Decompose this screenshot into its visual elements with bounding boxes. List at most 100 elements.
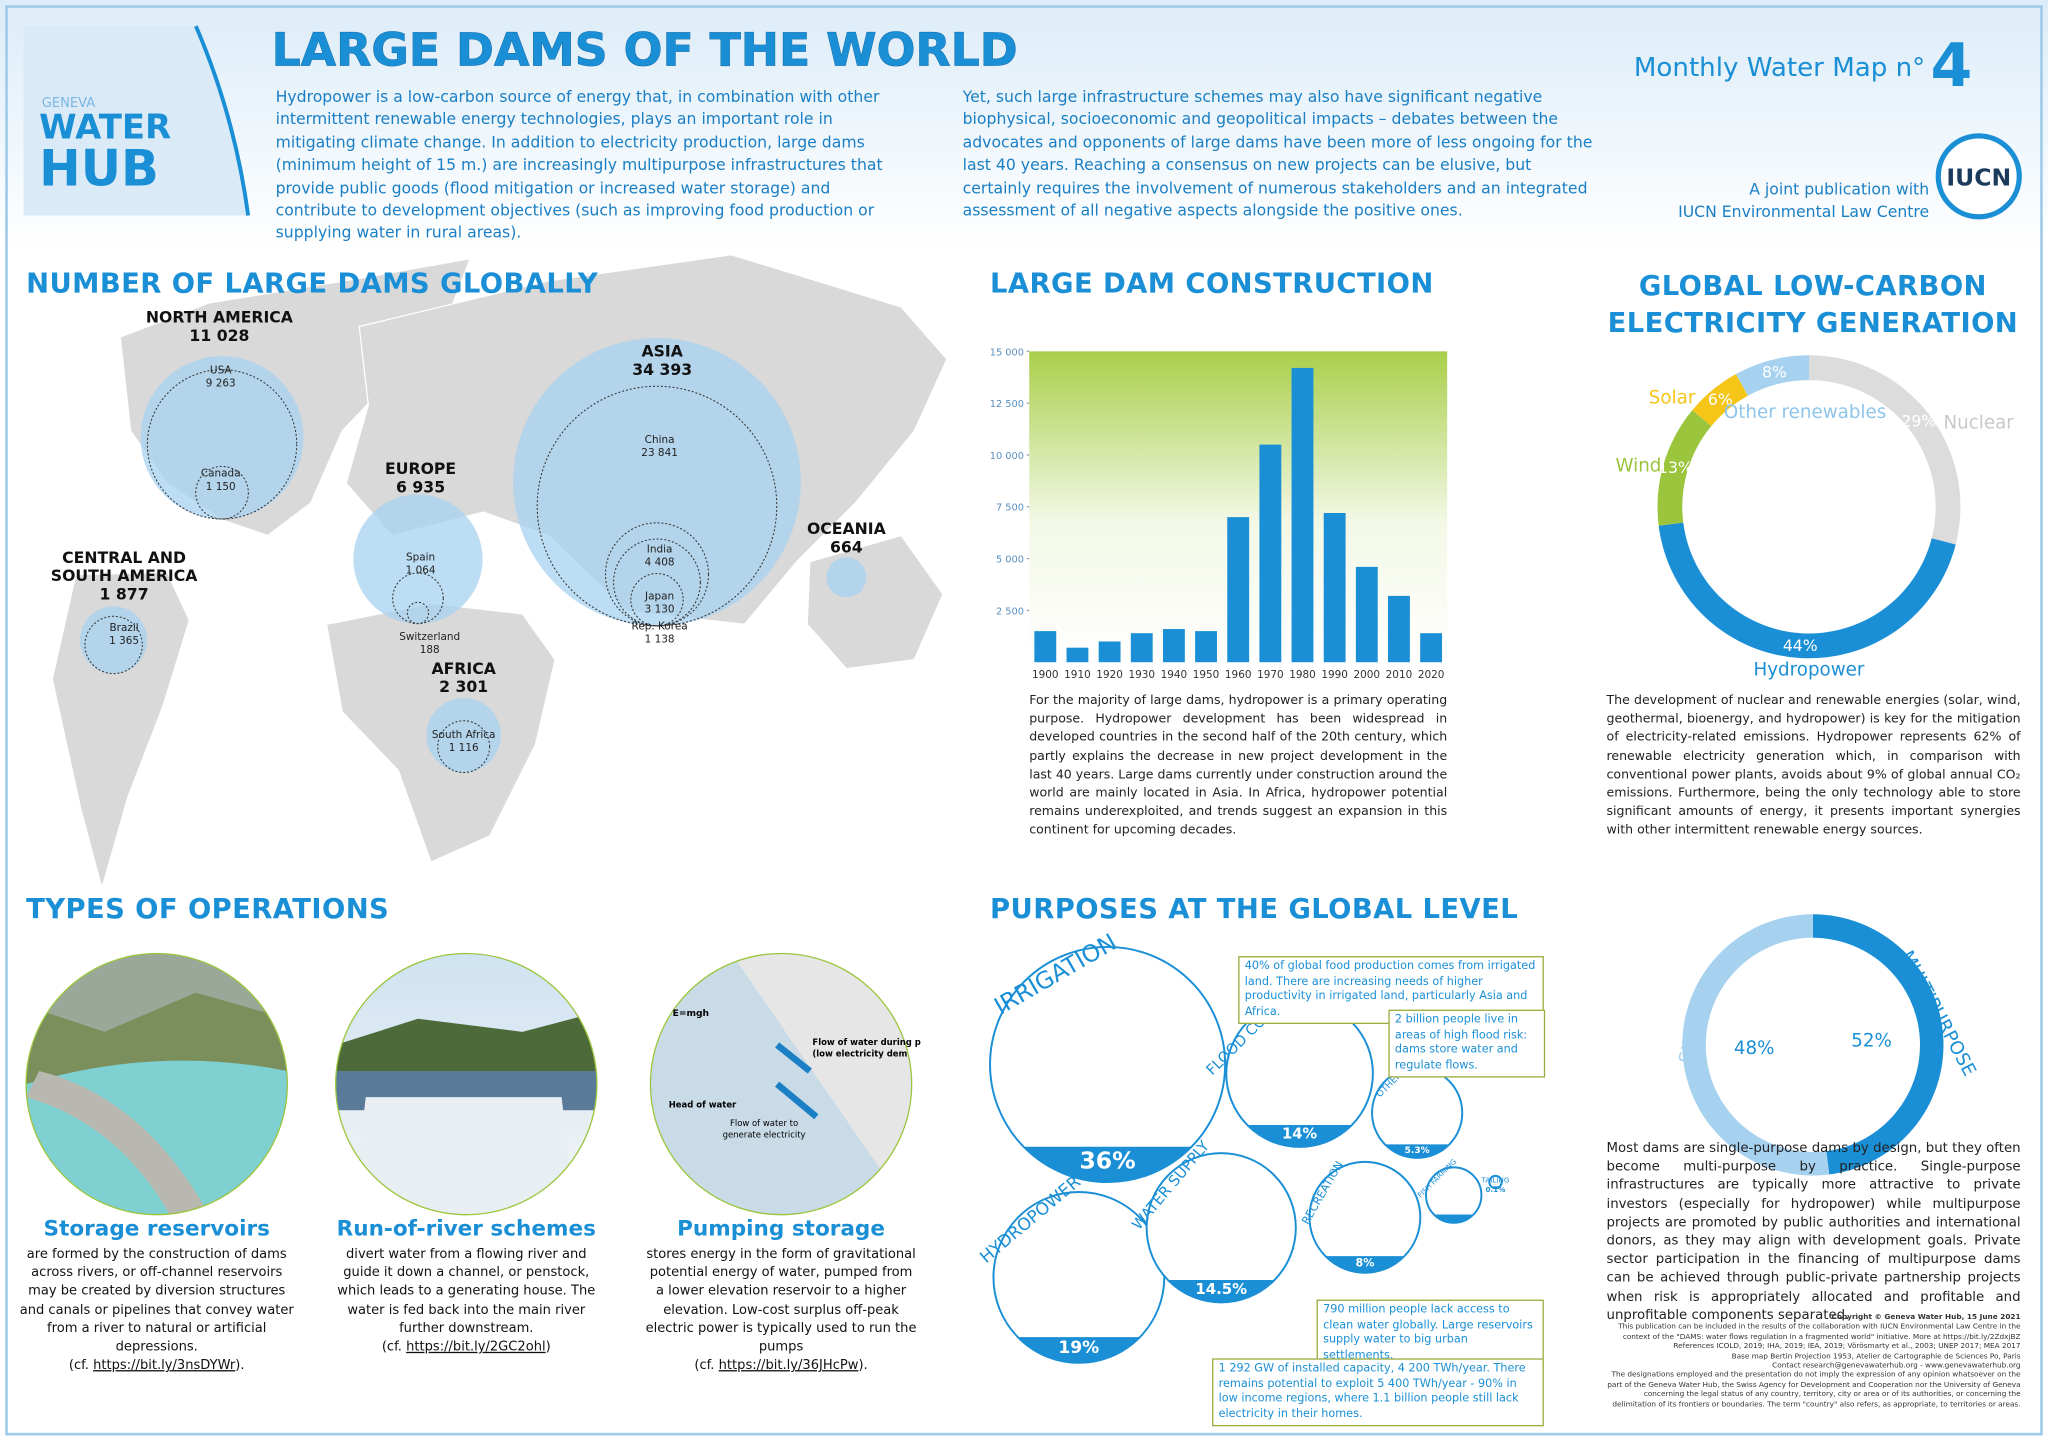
bubble-band bbox=[1167, 1279, 1275, 1303]
single-multi-text: Most dams are single-purpose dams by des… bbox=[1606, 1141, 2021, 1323]
category-label: Solar bbox=[1649, 388, 1696, 409]
bubble-band bbox=[1023, 1146, 1192, 1183]
operation-text: divert water from a flowing river and gu… bbox=[329, 1246, 603, 1357]
country-name: Rep. Korea bbox=[631, 620, 688, 633]
x-tick-label: 1950 bbox=[1193, 669, 1220, 681]
operation-description: divert water from a flowing river and gu… bbox=[337, 1247, 596, 1336]
x-tick-label: 2000 bbox=[1354, 669, 1381, 681]
construction-text: For the majority of large dams, hydropow… bbox=[1029, 693, 1448, 838]
donut-segment bbox=[1658, 522, 1956, 659]
region-value: 34 393 bbox=[632, 360, 693, 379]
footer-line: This publication can be included in the … bbox=[1618, 1323, 2021, 1342]
bubble bbox=[1308, 1160, 1422, 1274]
image-arrow-down bbox=[775, 1081, 819, 1120]
x-tick-label: 1930 bbox=[1128, 669, 1155, 681]
bar bbox=[1420, 633, 1443, 663]
note-box: 1 292 GW of installed capacity, 4 200 TW… bbox=[1212, 1358, 1544, 1427]
y-tick-label: 5 000 bbox=[996, 555, 1024, 566]
value-label: 6% bbox=[1708, 390, 1733, 409]
bubble-value: 8% bbox=[1355, 1256, 1374, 1269]
bubble-value: 5.3% bbox=[1405, 1146, 1430, 1156]
country-value: 188 bbox=[419, 643, 440, 656]
x-tick-label: 1980 bbox=[1289, 669, 1316, 681]
bubble bbox=[1145, 1152, 1297, 1304]
cf-end: ). bbox=[858, 1358, 868, 1374]
section-title: LARGE DAM CONSTRUCTION bbox=[990, 267, 1434, 300]
operation-title: Run-of-river schemes bbox=[336, 1215, 596, 1241]
title-line: GLOBAL LOW-CARBON bbox=[1638, 270, 1987, 302]
country-label: Spain 1 064 bbox=[387, 551, 455, 576]
diagram-label: (low electricity dem bbox=[812, 1049, 907, 1059]
country-circle bbox=[195, 465, 249, 520]
country-name: India bbox=[646, 543, 673, 556]
logo-hub: HUB bbox=[39, 139, 159, 197]
x-tick-label: 1960 bbox=[1225, 669, 1252, 681]
section-title: TYPES OF OPERATIONS bbox=[26, 893, 390, 925]
value-label: 13% bbox=[1658, 458, 1693, 477]
bubble bbox=[989, 945, 1227, 1184]
operation-title: Pumping storage bbox=[677, 1215, 885, 1241]
intro-paragraph: Yet, such large infrastructure schemes m… bbox=[962, 87, 1593, 220]
value-label: 48% bbox=[1734, 1038, 1775, 1059]
logo-water: WATER bbox=[39, 107, 171, 147]
region-label: OCEANIA 664 bbox=[761, 520, 931, 557]
country-name: Brazil bbox=[109, 621, 139, 634]
footer: Copyright © Geneva Water Hub, 15 June 20… bbox=[1607, 1313, 2021, 1411]
donut-segment bbox=[1735, 355, 1809, 396]
image-arrow-up bbox=[775, 1042, 812, 1074]
logo-small: GENEVA bbox=[42, 96, 95, 111]
bubble-band bbox=[1247, 1124, 1352, 1147]
country-value: 9 263 bbox=[205, 376, 236, 389]
region-value: 1 877 bbox=[99, 585, 149, 604]
bar bbox=[1259, 444, 1282, 663]
region-label: ASIA 34 393 bbox=[577, 342, 747, 379]
country-value: 1 064 bbox=[405, 563, 436, 576]
bar bbox=[1355, 566, 1378, 663]
donut-segment bbox=[1692, 374, 1748, 427]
bubble-value: 0.1% bbox=[1486, 1185, 1506, 1194]
country-label: Rep. Korea 1 138 bbox=[626, 620, 694, 645]
bubble-value: 14.5% bbox=[1195, 1280, 1247, 1298]
footer-line: References ICOLD, 2019; IHA, 2019; IEA, … bbox=[1673, 1342, 2021, 1351]
cf-end: ) bbox=[545, 1340, 551, 1355]
country-name: Switzerland bbox=[399, 630, 461, 643]
bar bbox=[1034, 631, 1057, 663]
country-value: 1 150 bbox=[205, 479, 236, 492]
y-tick-label: 15 000 bbox=[990, 347, 1024, 358]
country-label: Switzerland 188 bbox=[396, 631, 464, 656]
footer-line: Contact research@genevawaterhub.org - ww… bbox=[1772, 1362, 2021, 1371]
cf-label: (cf. bbox=[694, 1358, 715, 1374]
bubble-label: TAILING bbox=[1481, 1175, 1510, 1184]
country-label: India 4 408 bbox=[626, 543, 694, 568]
country-value: 4 408 bbox=[644, 555, 675, 568]
bar bbox=[1388, 595, 1410, 663]
country-name: China bbox=[644, 433, 675, 446]
link: https://bit.ly/3nsDYWr bbox=[93, 1358, 236, 1374]
series-number: 4 bbox=[1930, 31, 1972, 101]
region-value: 6 935 bbox=[396, 478, 446, 497]
country-name: Canada bbox=[200, 467, 241, 480]
bubble-band bbox=[1491, 1186, 1500, 1189]
country-value: 1 365 bbox=[109, 634, 140, 646]
category-label: Nuclear bbox=[1944, 412, 2015, 433]
region-circle bbox=[80, 606, 148, 674]
partner-logo: IUCN bbox=[1946, 163, 2011, 191]
section-title: PURPOSES AT THE GLOBAL LEVEL bbox=[990, 893, 1519, 925]
region-circle bbox=[513, 338, 801, 626]
country-label: Brazil 1 365 bbox=[90, 622, 158, 647]
footer-line: Copyright © Geneva Water Hub, 15 June 20… bbox=[1831, 1313, 2021, 1322]
pumping-storage-image bbox=[650, 953, 912, 1215]
donut-segment bbox=[1812, 914, 1944, 1175]
donut-segment bbox=[1682, 914, 1830, 1176]
country-value: 1 138 bbox=[644, 632, 675, 645]
x-tick-label: 2010 bbox=[1386, 669, 1413, 681]
bubble bbox=[1488, 1174, 1503, 1190]
x-tick-label: 2020 bbox=[1418, 669, 1445, 681]
bubble-band bbox=[1384, 1144, 1450, 1158]
country-name: South Africa bbox=[431, 728, 496, 741]
country-value: 1 116 bbox=[448, 741, 479, 753]
bar bbox=[1291, 367, 1314, 663]
value-label: 44% bbox=[1783, 636, 1818, 655]
